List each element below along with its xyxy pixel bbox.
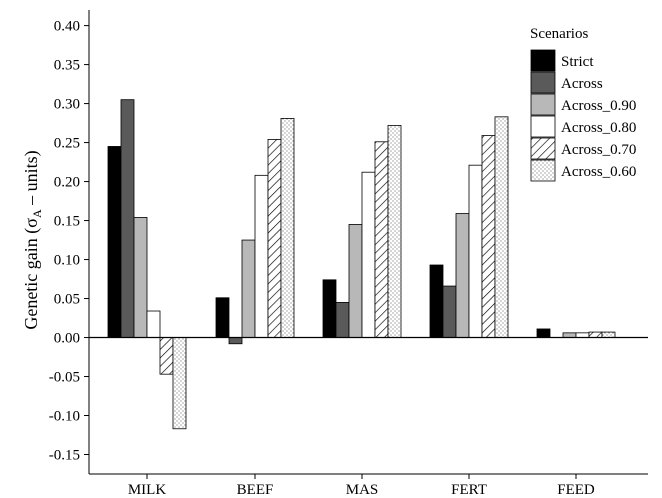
bar-feed-across-0-70 xyxy=(588,331,603,338)
bar-milk-across-0-60 xyxy=(172,337,187,430)
legend-label: Across_0.60 xyxy=(561,164,636,180)
bar-fert-across-0-80 xyxy=(468,164,483,338)
y-axis-title-prefix: Genetic gain ( xyxy=(21,228,42,330)
y-axis-ticks: 0.40 0.35 0.30 0.25 0.20 0.15 0.10 0.05 0.00 -0.0… xyxy=(49,19,89,464)
legend-swatch xyxy=(530,49,556,72)
legend-swatch xyxy=(530,137,556,160)
x-category-label: BEEF xyxy=(237,482,274,498)
bar-mas-across-0-60 xyxy=(387,125,402,338)
bar-milk-strict xyxy=(107,146,122,338)
bar-fert-strict xyxy=(429,264,444,338)
bar-milk-across xyxy=(120,99,135,338)
legend: Scenarios Strict Across Across_0.90 Across_… xyxy=(530,26,636,182)
legend-swatch xyxy=(530,159,556,182)
bar-beef-across-0-80 xyxy=(254,174,269,338)
bar-mas-across-0-90 xyxy=(348,224,363,338)
bar-beef-strict xyxy=(215,297,230,338)
y-tick-label: 0.25 xyxy=(54,136,80,152)
bar-beef-across-0-70 xyxy=(267,139,282,338)
legend-label: Across_0.80 xyxy=(561,120,636,136)
y-tick-label: -0.10 xyxy=(49,409,80,425)
bar-beef-across xyxy=(228,337,243,345)
legend-title: Scenarios xyxy=(530,26,588,42)
bar-milk-across-0-70 xyxy=(159,337,174,375)
bar-mas-strict xyxy=(322,279,337,338)
bar-milk-across-0-90 xyxy=(133,217,148,338)
legend-swatch xyxy=(530,93,556,116)
bar-mas-across xyxy=(335,302,350,338)
bar-feed-across-0-90 xyxy=(562,332,577,338)
y-axis-title-sigma: σ xyxy=(21,218,41,228)
bar-mas-across-0-80 xyxy=(361,171,376,338)
legend-label: Across xyxy=(561,76,603,92)
y-axis-title-suffix: – units) xyxy=(21,150,42,209)
legend-label: Strict xyxy=(561,54,594,70)
y-tick-label: 0.00 xyxy=(54,331,80,347)
bar-mas-across-0-70 xyxy=(374,141,389,338)
x-category-label: MILK xyxy=(128,482,166,498)
legend-swatch xyxy=(530,71,556,94)
legend-label: Across_0.90 xyxy=(561,98,636,114)
y-tick-label: 0.30 xyxy=(54,97,80,113)
bar-fert-across xyxy=(442,285,457,338)
y-tick-label: 0.05 xyxy=(54,292,80,308)
y-tick-label: 0.35 xyxy=(54,58,80,74)
bar-feed-across-0-60 xyxy=(601,331,616,338)
y-tick-label: 0.20 xyxy=(54,175,80,191)
y-axis-title-subscript: A xyxy=(30,209,44,218)
x-category-label: FEED xyxy=(557,482,595,498)
bars-group xyxy=(107,99,616,430)
x-category-label: MAS xyxy=(346,482,379,498)
bar-beef-across-0-90 xyxy=(241,239,256,338)
bar-feed-strict xyxy=(536,328,551,338)
y-tick-label: -0.05 xyxy=(49,370,80,386)
bar-milk-across-0-80 xyxy=(146,310,161,338)
bar-beef-across-0-60 xyxy=(280,117,295,338)
bar-fert-across-0-60 xyxy=(494,116,509,338)
legend-label: Across_0.70 xyxy=(561,142,636,158)
y-tick-label: 0.40 xyxy=(54,19,80,35)
y-tick-label: -0.15 xyxy=(49,448,80,464)
x-category-label: FERT xyxy=(451,482,487,498)
legend-swatch xyxy=(530,115,556,138)
y-tick-label: 0.15 xyxy=(54,214,80,230)
bar-fert-across-0-70 xyxy=(481,135,496,338)
y-tick-label: 0.10 xyxy=(54,253,80,269)
x-axis-categories: MILK BEEF MAS FERT FEED xyxy=(128,474,595,498)
bar-fert-across-0-90 xyxy=(455,213,470,338)
bar-feed-across-0-80 xyxy=(575,332,590,338)
y-axis-title: Genetic gain (σA – units) xyxy=(21,150,44,329)
